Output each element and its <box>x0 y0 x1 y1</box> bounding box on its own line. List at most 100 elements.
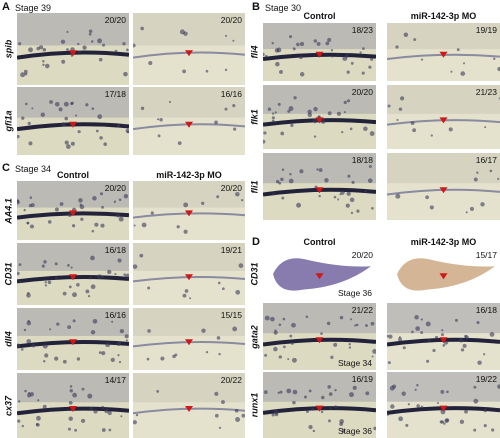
stain-dot <box>201 328 206 333</box>
stain-dot <box>288 106 294 111</box>
stain-dot <box>459 419 465 424</box>
micrograph-art <box>133 13 245 74</box>
micrograph-art <box>263 372 376 433</box>
stain-dot <box>89 276 92 280</box>
count: 19/21 <box>220 245 242 255</box>
stain-dot <box>94 222 99 227</box>
stain-dot <box>133 420 137 425</box>
arrowhead <box>439 273 448 280</box>
stain-dot <box>296 202 302 208</box>
gene-label: CD31 <box>249 262 260 286</box>
stain-dot <box>281 196 285 200</box>
stain-dot <box>274 412 279 417</box>
arrowhead <box>185 210 193 217</box>
stain-dot <box>316 41 321 46</box>
stain-dot <box>402 346 406 350</box>
stain-dot <box>67 264 70 267</box>
stain-dot <box>473 177 478 182</box>
stain-dot <box>427 338 431 342</box>
stain-dot <box>104 408 109 414</box>
stain-dot <box>92 196 97 201</box>
stain-dot <box>43 360 46 363</box>
stain-dot <box>318 194 321 198</box>
stain-dot <box>292 389 298 395</box>
stain-dot <box>222 287 225 291</box>
stain-dot <box>329 406 332 410</box>
stain-dot <box>356 209 360 213</box>
stain-dot <box>234 408 239 413</box>
stain-dot <box>334 405 338 409</box>
stain-dot <box>64 140 69 145</box>
tissue <box>387 303 500 334</box>
stain-dot <box>279 390 283 394</box>
stain-dot <box>62 291 67 296</box>
stain-dot <box>299 41 305 47</box>
stain-dot <box>454 318 458 322</box>
stain-dot <box>465 211 468 214</box>
arrowhead <box>185 339 193 346</box>
stain-dot <box>387 334 389 338</box>
arrowhead <box>185 406 193 412</box>
micrograph-art <box>397 258 495 291</box>
column-header: miR-142-3p MO <box>156 170 222 180</box>
stain-dot <box>483 423 487 428</box>
stain-dot <box>290 341 294 345</box>
gene-label: fli4 <box>249 45 260 59</box>
stain-dot <box>91 107 95 110</box>
stain-dot <box>75 114 78 117</box>
stain-dot <box>292 400 296 405</box>
stain-dot <box>387 413 390 416</box>
micrograph-art <box>263 23 376 77</box>
stain-dot <box>387 361 391 365</box>
tissue <box>263 372 376 402</box>
stain-dot <box>107 269 112 275</box>
micrograph: 20/20 <box>133 181 245 240</box>
stain-dot <box>139 253 144 258</box>
stain-dot <box>168 100 172 104</box>
stain-dot <box>70 102 74 106</box>
stain-dot <box>336 53 339 56</box>
stain-dot <box>224 34 228 37</box>
stain-dot <box>20 348 24 351</box>
stain-dot <box>416 384 419 387</box>
stain-dot <box>17 419 21 423</box>
stain-dot <box>218 426 222 429</box>
stain-dot <box>275 179 280 184</box>
stain-dot <box>42 63 45 67</box>
stain-dot <box>102 43 106 47</box>
stain-dot <box>110 357 115 362</box>
stain-dot <box>371 355 374 358</box>
stain-dot <box>327 111 332 116</box>
micrograph-art <box>387 23 500 76</box>
stain-dot <box>327 37 332 43</box>
stain-dot <box>351 180 355 184</box>
micrograph-art <box>387 85 500 137</box>
stain-dot <box>497 177 500 180</box>
stain-dot <box>114 272 117 276</box>
stain-dot <box>61 122 66 127</box>
stain-dot <box>241 413 245 418</box>
stain-dot <box>274 111 277 114</box>
column-header: miR-142-3p MO <box>410 237 477 247</box>
micrograph: 14/17 <box>17 373 129 438</box>
stain-dot <box>183 31 188 36</box>
stain-dot <box>123 273 126 276</box>
stain-dot <box>68 400 73 405</box>
stain-dot <box>98 351 102 354</box>
stain-dot <box>150 211 154 215</box>
column-header: miR-142-3p MO <box>410 11 477 21</box>
micrograph-art <box>263 303 376 363</box>
micrograph: 16/18 <box>17 243 129 305</box>
stain-dot <box>31 343 36 348</box>
stain-dot <box>66 144 71 149</box>
stain-dot <box>36 423 40 427</box>
stain-dot <box>42 60 45 63</box>
stain-dot <box>205 69 209 73</box>
stain-dot <box>263 52 265 57</box>
stain-dot <box>116 341 122 346</box>
stain-dot <box>388 334 393 339</box>
stain-dot <box>341 130 344 134</box>
tissue <box>133 243 245 271</box>
stain-dot <box>205 350 209 354</box>
stain-dot <box>147 286 151 290</box>
